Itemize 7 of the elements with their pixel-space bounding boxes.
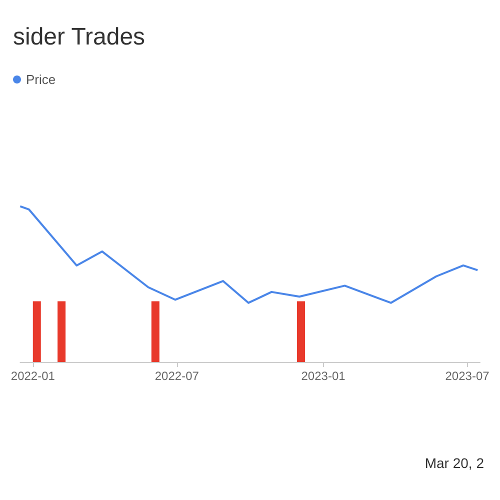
- legend-label: Price: [26, 72, 56, 87]
- x-tick-label: 2022-01: [10, 369, 56, 383]
- x-tick-label: 2022-07: [154, 369, 200, 383]
- chart-title: sider Trades: [13, 24, 146, 50]
- text: Mar 20, 2: [424, 455, 484, 471]
- x-tick-label: 2023-01: [301, 369, 346, 383]
- x-tick-label: 2023-07: [445, 369, 490, 383]
